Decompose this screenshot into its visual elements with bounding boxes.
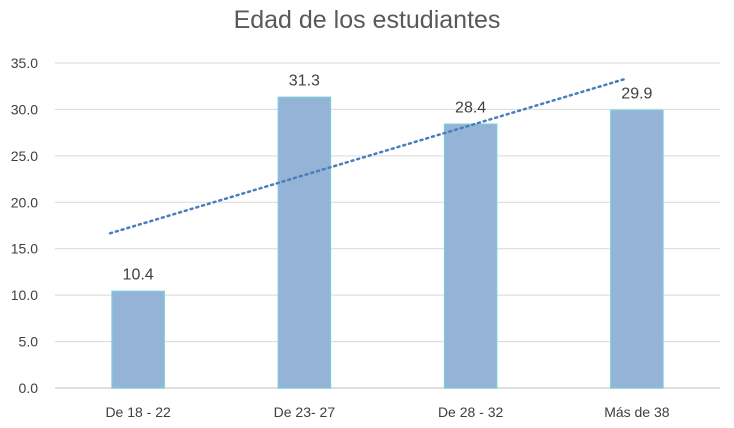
y-tick-label: 5.0 [19,334,39,350]
y-tick-label: 20.0 [11,194,38,210]
y-tick-label: 15.0 [11,241,38,257]
gridlines [55,62,720,389]
x-tick-label: De 23- 27 [274,404,336,420]
bar [111,290,165,389]
data-label: 29.9 [621,85,652,102]
bar [610,109,664,389]
data-label: 28.4 [455,99,486,116]
data-labels: 10.4 31.3 28.4 29.9 [123,72,653,283]
y-tick-label: 0.0 [19,380,39,396]
bars [111,96,664,389]
x-tick-label: De 28 - 32 [438,404,504,420]
y-tick-label: 30.0 [11,101,38,117]
trendline [108,77,629,235]
y-tick-label: 25.0 [11,148,38,164]
x-axis-tick-labels: De 18 - 22 De 23- 27 De 28 - 32 Más de 38 [105,404,669,420]
data-label: 10.4 [123,266,154,283]
y-axis-tick-labels: 0.0 5.0 10.0 15.0 20.0 25.0 30.0 35.0 [11,55,38,396]
chart-title: Edad de los estudiantes [233,6,501,34]
y-tick-label: 10.0 [11,287,38,303]
y-tick-label: 35.0 [11,55,38,71]
x-tick-label: De 18 - 22 [105,404,171,420]
bar [277,96,332,389]
bar [443,123,498,389]
data-label: 31.3 [289,72,320,89]
x-tick-label: Más de 38 [604,404,670,420]
trendline-group [108,77,629,235]
